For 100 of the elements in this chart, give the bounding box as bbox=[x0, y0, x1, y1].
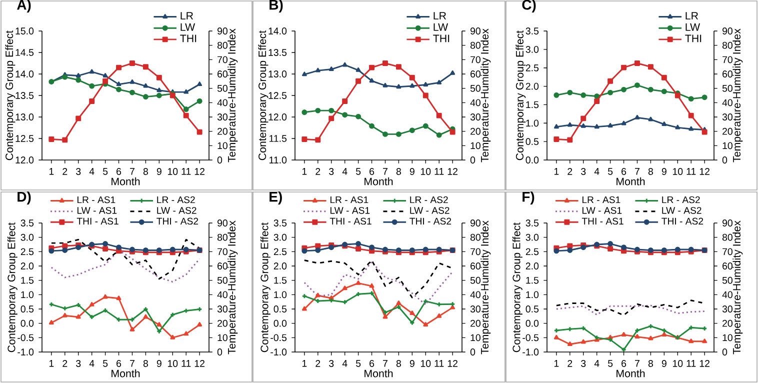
x-tick-label: 10 bbox=[420, 360, 431, 367]
y-tick-label: 1.0 bbox=[526, 120, 539, 127]
y-tick-label: 12.5 bbox=[16, 135, 34, 142]
y-tick-label: 11.5 bbox=[269, 135, 287, 142]
y-tick-label: 1.5 bbox=[526, 276, 539, 284]
x-tick-label: 11 bbox=[686, 360, 696, 367]
y2-tick-label: 30 bbox=[470, 114, 480, 120]
x-tick-label: 10 bbox=[168, 168, 178, 175]
y-tick-label: -1.0 bbox=[270, 348, 287, 356]
y-tick-label: 0.5 bbox=[526, 306, 539, 312]
x-tick-label: 3 bbox=[76, 168, 81, 175]
y2-tick-label: 90 bbox=[722, 220, 732, 226]
chart-title: E) bbox=[270, 191, 282, 204]
y2-tick-label: 20 bbox=[470, 128, 480, 135]
x-tick-label: 10 bbox=[672, 168, 683, 175]
x-tick-label: 8 bbox=[396, 360, 401, 367]
legend-label: THI bbox=[180, 34, 196, 42]
y-tick-label: 1.0 bbox=[526, 291, 539, 298]
x-tick-label: 7 bbox=[635, 360, 640, 367]
y2-tick-label: 90 bbox=[470, 220, 480, 226]
x-axis-title: Month bbox=[112, 369, 140, 378]
x-tick-label: 4 bbox=[594, 168, 600, 175]
y2-tick-label: 40 bbox=[722, 291, 732, 298]
x-tick-label: 1 bbox=[49, 360, 54, 367]
x-tick-label: 2 bbox=[316, 168, 320, 175]
x-axis-title: Month bbox=[112, 177, 140, 186]
y2-tick-label: 50 bbox=[470, 276, 480, 284]
y2-axis-title: Temperature-Humidity Index bbox=[732, 220, 743, 354]
x-tick-label: 4 bbox=[89, 360, 94, 367]
y-tick-label: 0.5 bbox=[526, 138, 539, 146]
x-tick-label: 12 bbox=[448, 360, 458, 367]
x-tick-label: 2 bbox=[62, 360, 68, 367]
x-tick-label: 9 bbox=[156, 168, 162, 175]
y2-tick-label: 50 bbox=[722, 276, 732, 284]
y2-tick-label: 30 bbox=[217, 306, 228, 312]
legend-label: THI bbox=[433, 34, 450, 42]
legend-label: LR - AS1 bbox=[77, 196, 116, 204]
y-tick-label: 2.5 bbox=[526, 64, 539, 72]
x-axis-title: Month bbox=[616, 369, 645, 378]
legend-label: LW bbox=[686, 23, 700, 31]
x-tick-label: 1 bbox=[554, 168, 559, 175]
x-axis-title: Month bbox=[364, 369, 393, 378]
y2-tick-label: 70 bbox=[218, 56, 228, 64]
y-tick-label: 1.5 bbox=[274, 276, 287, 284]
y-tick-label: 14.0 bbox=[268, 28, 287, 34]
x-tick-label: 4 bbox=[342, 360, 348, 367]
y2-tick-label: 80 bbox=[470, 234, 480, 241]
legend-label: LW - AS1 bbox=[330, 207, 370, 214]
x-tick-label: 4 bbox=[89, 168, 94, 175]
x-tick-label: 8 bbox=[143, 360, 148, 367]
x-tick-label: 9 bbox=[156, 360, 162, 367]
x-tick-label: 2 bbox=[568, 168, 572, 175]
y2-axis-title: Temperature-Humidity Index bbox=[732, 28, 743, 162]
y-tick-label: 0.0 bbox=[274, 320, 287, 327]
y2-tick-label: 80 bbox=[217, 234, 228, 241]
y2-tick-label: 80 bbox=[470, 42, 480, 49]
x-tick-label: 6 bbox=[622, 360, 626, 367]
x-tick-label: 4 bbox=[594, 360, 600, 367]
y2-tick-label: 10 bbox=[722, 142, 732, 150]
legend-label: LW - AS1 bbox=[582, 207, 622, 214]
x-tick-label: 4 bbox=[342, 168, 348, 175]
y2-tick-label: 40 bbox=[470, 99, 480, 106]
legend-label: THI - AS2 bbox=[156, 218, 198, 225]
y2-tick-label: 10 bbox=[470, 334, 480, 342]
x-axis-title: Month bbox=[616, 177, 645, 186]
y-tick-label: 12.0 bbox=[16, 156, 34, 164]
y-tick-label: 2.0 bbox=[274, 262, 287, 270]
y2-tick-label: 10 bbox=[470, 142, 480, 150]
y-tick-label: 13.5 bbox=[16, 92, 34, 99]
legend-label: THI - AS1 bbox=[76, 218, 118, 225]
x-tick-label: 9 bbox=[410, 360, 414, 367]
y2-tick-label: 0 bbox=[470, 348, 476, 356]
y-tick-label: 1.0 bbox=[274, 291, 287, 298]
y-tick-label: 11.0 bbox=[269, 156, 287, 164]
y2-tick-label: 30 bbox=[722, 306, 732, 312]
y-tick-label: 1.5 bbox=[21, 276, 34, 284]
x-tick-label: 9 bbox=[410, 168, 414, 175]
y2-axis-title: Temperature-Humidity Index bbox=[480, 220, 491, 354]
y2-tick-label: 30 bbox=[722, 114, 732, 120]
y2-tick-label: 20 bbox=[470, 320, 480, 327]
y2-axis-title: Temperature-Humidity Index bbox=[480, 28, 491, 162]
x-tick-label: 11 bbox=[182, 360, 191, 367]
y-tick-label: -1.0 bbox=[18, 348, 34, 356]
y-tick-label: -0.5 bbox=[522, 334, 539, 342]
y2-tick-label: 60 bbox=[470, 262, 480, 270]
y2-tick-label: 90 bbox=[722, 28, 732, 34]
y-tick-label: 0.5 bbox=[274, 306, 287, 312]
y2-axis-title: Temperature-Humidity Index bbox=[228, 220, 238, 354]
y2-tick-label: 30 bbox=[217, 114, 228, 120]
x-tick-label: 6 bbox=[622, 168, 626, 175]
chart-title: D) bbox=[18, 191, 31, 204]
y2-tick-label: 40 bbox=[217, 99, 228, 106]
y2-tick-label: 0 bbox=[722, 348, 728, 356]
x-axis-title: Month bbox=[364, 177, 393, 186]
y-tick-label: 2.5 bbox=[526, 248, 539, 256]
x-tick-label: 10 bbox=[168, 360, 178, 367]
x-tick-label: 11 bbox=[686, 168, 696, 175]
x-tick-label: 1 bbox=[554, 360, 559, 367]
x-tick-label: 11 bbox=[434, 168, 444, 175]
y-tick-label: 0.0 bbox=[20, 320, 34, 327]
